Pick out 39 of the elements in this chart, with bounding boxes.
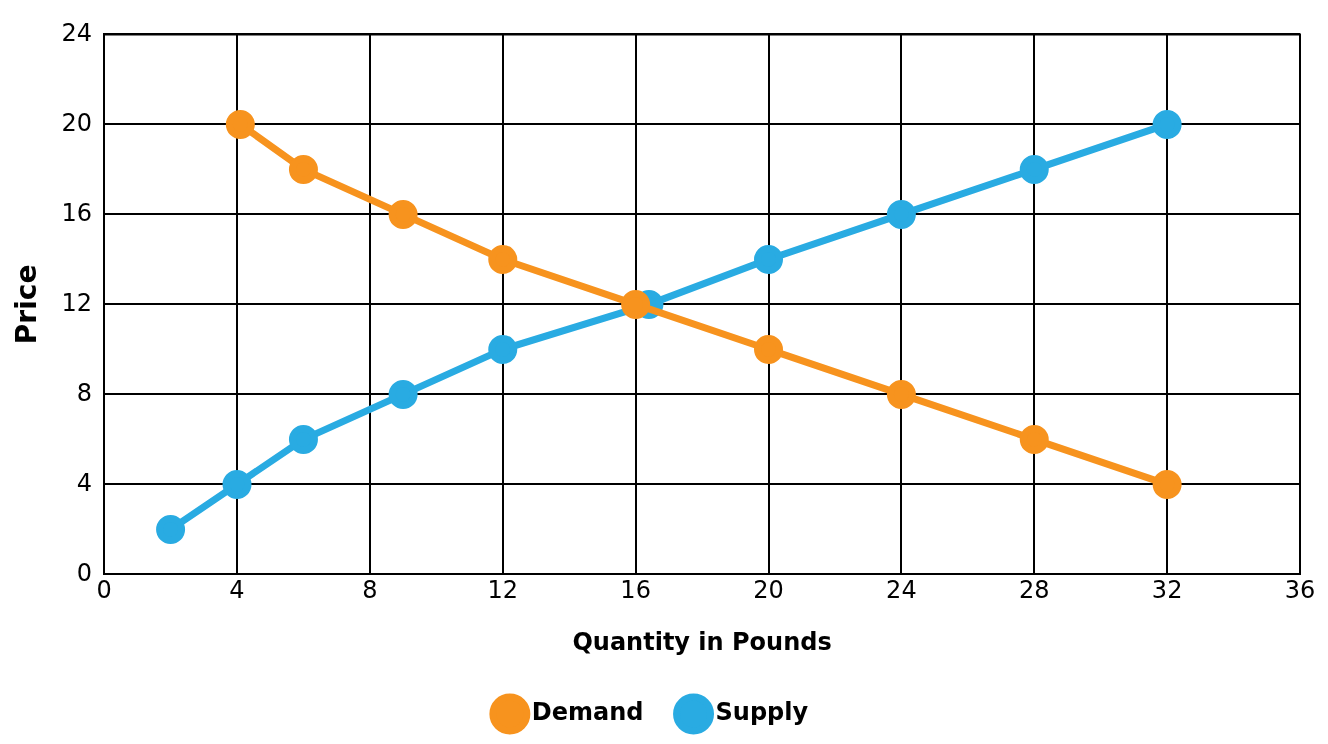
point [388,199,418,229]
point [1019,424,1049,454]
point [754,334,784,364]
point [1152,469,1182,499]
point [1152,109,1182,139]
point [388,379,418,409]
x-tick-label: 4 [229,576,245,605]
point [225,109,255,139]
point [886,379,916,409]
x-tick-label: 24 [886,576,917,605]
x-tick-label: 8 [362,576,378,605]
y-tick-label: 12 [61,288,93,317]
y-tick-label: 20 [61,108,93,137]
y-tick-label: 4 [76,468,93,497]
y-tick-label: 16 [61,198,93,227]
point [621,289,651,319]
x-tick-label: 12 [487,576,519,605]
y-axis-title: Price [10,264,44,345]
legend-label: Supply [715,698,809,727]
point [488,334,518,364]
point [156,514,186,544]
x-tick-label: 20 [753,576,784,605]
legend-label: Demand [531,698,644,727]
point [754,244,784,274]
y-tick-label: 0 [76,558,93,587]
y-tick-label: 24 [61,18,93,47]
point [288,154,318,184]
point [288,424,318,454]
x-tick-label: 36 [1284,576,1316,605]
x-tick-label: 28 [1018,576,1050,605]
y-tick-label: 8 [76,378,93,407]
point [222,469,252,499]
point [488,244,518,274]
x-tick-label: 16 [620,576,651,605]
x-tick-label: 0 [96,576,112,605]
point [1019,154,1049,184]
x-tick-label: 32 [1151,576,1183,605]
x-axis-title: Quantity in Pounds [572,627,832,656]
point [886,199,916,229]
